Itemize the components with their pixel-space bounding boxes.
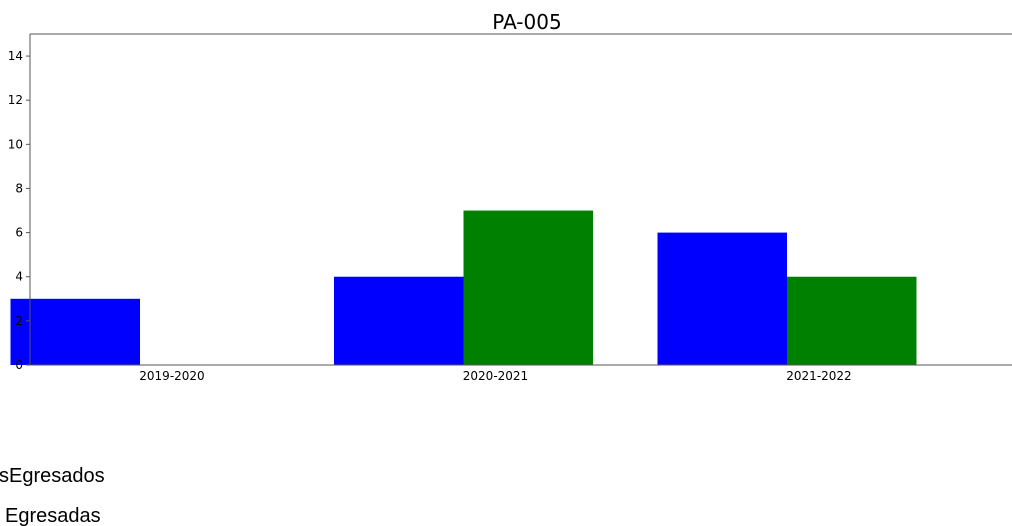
y-tick-label: 6 [15,226,23,240]
chart-title: PA-005 [492,10,561,34]
y-tick-label: 0 [15,358,23,372]
bars-layer [10,210,917,365]
y-tick-label: 8 [15,181,23,195]
bar-sEgresados-2019-2020 [10,298,140,365]
bar-sEgresados-2021-2022 [657,232,787,365]
x-tick-label: 2019-2020 [139,369,204,383]
legend: sEgresados Egresadas [0,465,105,526]
x-tick-label: 2021-2022 [786,369,851,383]
y-tick-label: 14 [8,49,23,63]
y-tick-label: 12 [8,93,23,107]
x-tick-label: 2020-2021 [463,369,528,383]
legend-entry-label: sEgresados [0,465,105,487]
y-ticks: 0 2 4 6 8 10 12 14 [8,49,30,372]
bar-sEgresados-2020-2021 [334,276,464,365]
legend-entry-label: Egresadas [5,505,101,526]
x-ticks: 2019-2020 2020-2021 2021-2022 [139,369,851,383]
y-tick-label: 2 [15,314,23,328]
y-tick-label: 4 [15,270,23,284]
y-tick-label: 10 [8,137,23,151]
bar-Egresadas-2020-2021 [463,210,593,365]
axes-layer [29,33,1012,366]
bar-Egresadas-2021-2022 [787,276,917,365]
